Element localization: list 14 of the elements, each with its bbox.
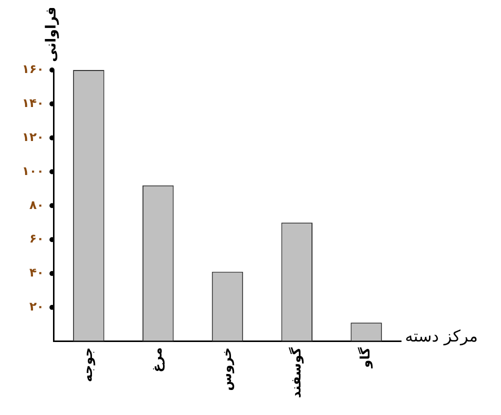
x-tick-label: گاو	[358, 346, 374, 369]
y-tick-label: ۱۰۰	[22, 164, 44, 178]
y-tick-label: ۲۰	[29, 300, 44, 314]
y-tick-label: ۴۰	[29, 266, 44, 280]
x-tick-label: مرغ	[150, 347, 166, 372]
x-tick-label: جوجه	[81, 347, 96, 382]
x-axis-title: مرکز دسته	[404, 326, 478, 346]
y-tick-label: ۶۰	[29, 232, 44, 246]
y-tick-label: ۱۶۰	[22, 62, 44, 76]
y-tick-label: ۱۲۰	[22, 130, 44, 144]
y-tick-label: ۱۴۰	[22, 96, 44, 110]
x-tick-label: گوسفند	[288, 346, 304, 398]
x-tick-label: خروس	[220, 347, 235, 391]
y-tick-label: ۸۰	[29, 198, 44, 212]
